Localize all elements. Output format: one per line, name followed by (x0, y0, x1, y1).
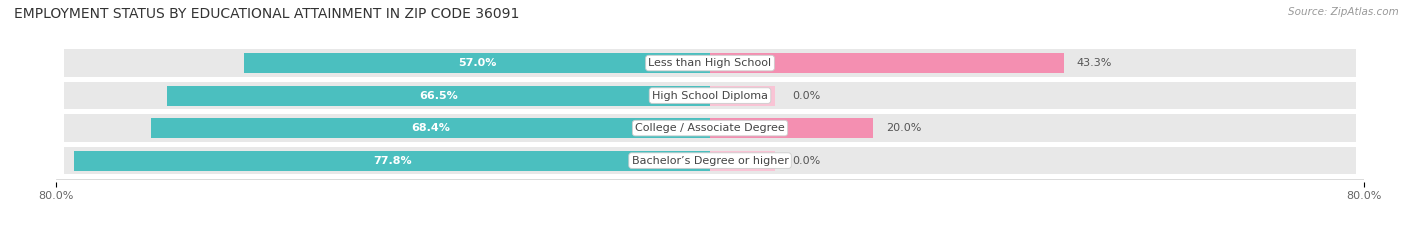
Text: College / Associate Degree: College / Associate Degree (636, 123, 785, 133)
Bar (710, 118, 873, 138)
Text: 68.4%: 68.4% (411, 123, 450, 133)
Bar (710, 53, 1064, 73)
Text: Less than High School: Less than High School (648, 58, 772, 68)
Bar (166, 86, 710, 106)
Text: Bachelor’s Degree or higher: Bachelor’s Degree or higher (631, 156, 789, 166)
Text: 57.0%: 57.0% (458, 58, 496, 68)
Bar (710, 151, 776, 171)
Text: 20.0%: 20.0% (886, 123, 921, 133)
Text: Source: ZipAtlas.com: Source: ZipAtlas.com (1288, 7, 1399, 17)
Bar (65, 49, 1355, 77)
Text: High School Diploma: High School Diploma (652, 91, 768, 101)
Bar (245, 53, 710, 73)
Bar (710, 86, 776, 106)
Text: 77.8%: 77.8% (373, 156, 412, 166)
Bar (150, 118, 710, 138)
Bar (65, 82, 1355, 109)
Text: 0.0%: 0.0% (792, 156, 820, 166)
Bar (65, 147, 1355, 174)
Text: EMPLOYMENT STATUS BY EDUCATIONAL ATTAINMENT IN ZIP CODE 36091: EMPLOYMENT STATUS BY EDUCATIONAL ATTAINM… (14, 7, 519, 21)
Text: 0.0%: 0.0% (792, 91, 820, 101)
Text: 66.5%: 66.5% (419, 91, 458, 101)
Text: 43.3%: 43.3% (1076, 58, 1112, 68)
Bar (75, 151, 710, 171)
Bar (65, 114, 1355, 142)
